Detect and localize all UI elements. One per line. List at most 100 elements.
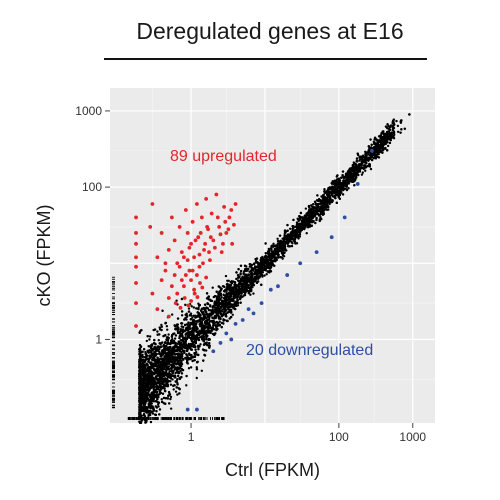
data-point: [205, 349, 208, 352]
data-point: [171, 378, 174, 381]
data-point: [190, 305, 193, 308]
data-point: [242, 272, 245, 275]
data-point: [192, 306, 196, 309]
data-point: [304, 207, 308, 210]
data-point: [195, 366, 198, 369]
data-point: [395, 119, 398, 123]
data-point: [239, 301, 242, 304]
data-point: [396, 130, 400, 133]
data-point: [211, 316, 214, 319]
data-point: [219, 288, 223, 292]
data-point: [205, 338, 208, 341]
y-tick-label: 1: [95, 332, 102, 346]
data-point: [298, 235, 302, 238]
data-point: [265, 273, 268, 276]
y-tick-label: 1000: [75, 104, 102, 118]
data-point: [361, 171, 365, 174]
data-point: [187, 367, 191, 370]
data-point: [189, 312, 193, 315]
data-point: [160, 325, 164, 328]
data-point: [172, 340, 176, 343]
data-point: [369, 167, 373, 171]
data-points: [134, 113, 411, 425]
data-point: [305, 232, 308, 235]
data-point: [211, 286, 214, 289]
data-point: [249, 293, 252, 296]
data-point: [222, 289, 226, 293]
data-point: [276, 237, 279, 240]
title-underline: [104, 58, 427, 60]
data-point: [310, 204, 313, 207]
data-point: [237, 267, 240, 271]
data-point: [230, 280, 233, 283]
data-point: [157, 338, 160, 342]
data-point: [230, 282, 234, 285]
data-point: [148, 338, 151, 341]
data-point: [255, 257, 259, 260]
data-point: [195, 315, 198, 319]
data-point: [234, 283, 238, 287]
data-point: [199, 343, 202, 346]
data-point: [228, 317, 231, 320]
x-tick-label: 1: [188, 430, 195, 444]
data-point: [317, 197, 321, 201]
data-point: [288, 227, 292, 230]
data-point: [168, 346, 171, 349]
data-point: [200, 369, 204, 372]
data-point: [150, 402, 154, 405]
data-point: [364, 169, 367, 172]
data-point: [160, 398, 163, 401]
data-point: [169, 383, 173, 386]
data-point: [179, 328, 183, 331]
chart-title: Deregulated genes at E16: [136, 18, 404, 44]
data-point: [148, 335, 152, 338]
data-point: [182, 357, 185, 361]
x-tick-label: 1000: [399, 430, 426, 444]
data-point: [322, 212, 326, 216]
data-point: [190, 353, 193, 357]
y-tick-label: 100: [82, 180, 102, 194]
data-point: [386, 144, 390, 148]
data-point: [281, 257, 284, 260]
data-point: [224, 289, 228, 292]
data-point: [172, 388, 175, 391]
data-point: [231, 313, 234, 316]
data-point: [185, 384, 188, 387]
data-point: [400, 128, 403, 131]
data-point: [396, 124, 400, 128]
data-point: [176, 393, 179, 396]
data-point: [189, 366, 193, 369]
data-point: [389, 125, 392, 129]
data-point: [193, 355, 197, 359]
data-point: [174, 390, 178, 393]
data-point: [272, 242, 275, 246]
data-point: [192, 314, 195, 317]
data-point: [187, 307, 191, 310]
data-point: [195, 376, 198, 380]
data-point: [322, 193, 326, 197]
data-point: [195, 361, 199, 364]
data-point: [191, 316, 194, 319]
data-point: [167, 333, 170, 336]
data-point: [252, 292, 255, 295]
data-point: [224, 274, 228, 278]
data-point: [141, 350, 144, 354]
data-point: [325, 193, 329, 197]
data-point: [184, 303, 187, 307]
data-point: [185, 315, 189, 318]
data-point: [159, 342, 162, 346]
data-point: [323, 187, 326, 191]
data-point: [173, 337, 177, 340]
data-point: [145, 339, 149, 343]
data-point: [146, 334, 149, 338]
data-point: [360, 173, 364, 176]
data-point: [353, 184, 356, 187]
data-point: [169, 407, 173, 410]
data-point: [182, 349, 186, 352]
data-point: [263, 274, 266, 277]
data-point: [358, 158, 362, 161]
data-point: [165, 324, 169, 328]
data-point: [169, 395, 173, 399]
